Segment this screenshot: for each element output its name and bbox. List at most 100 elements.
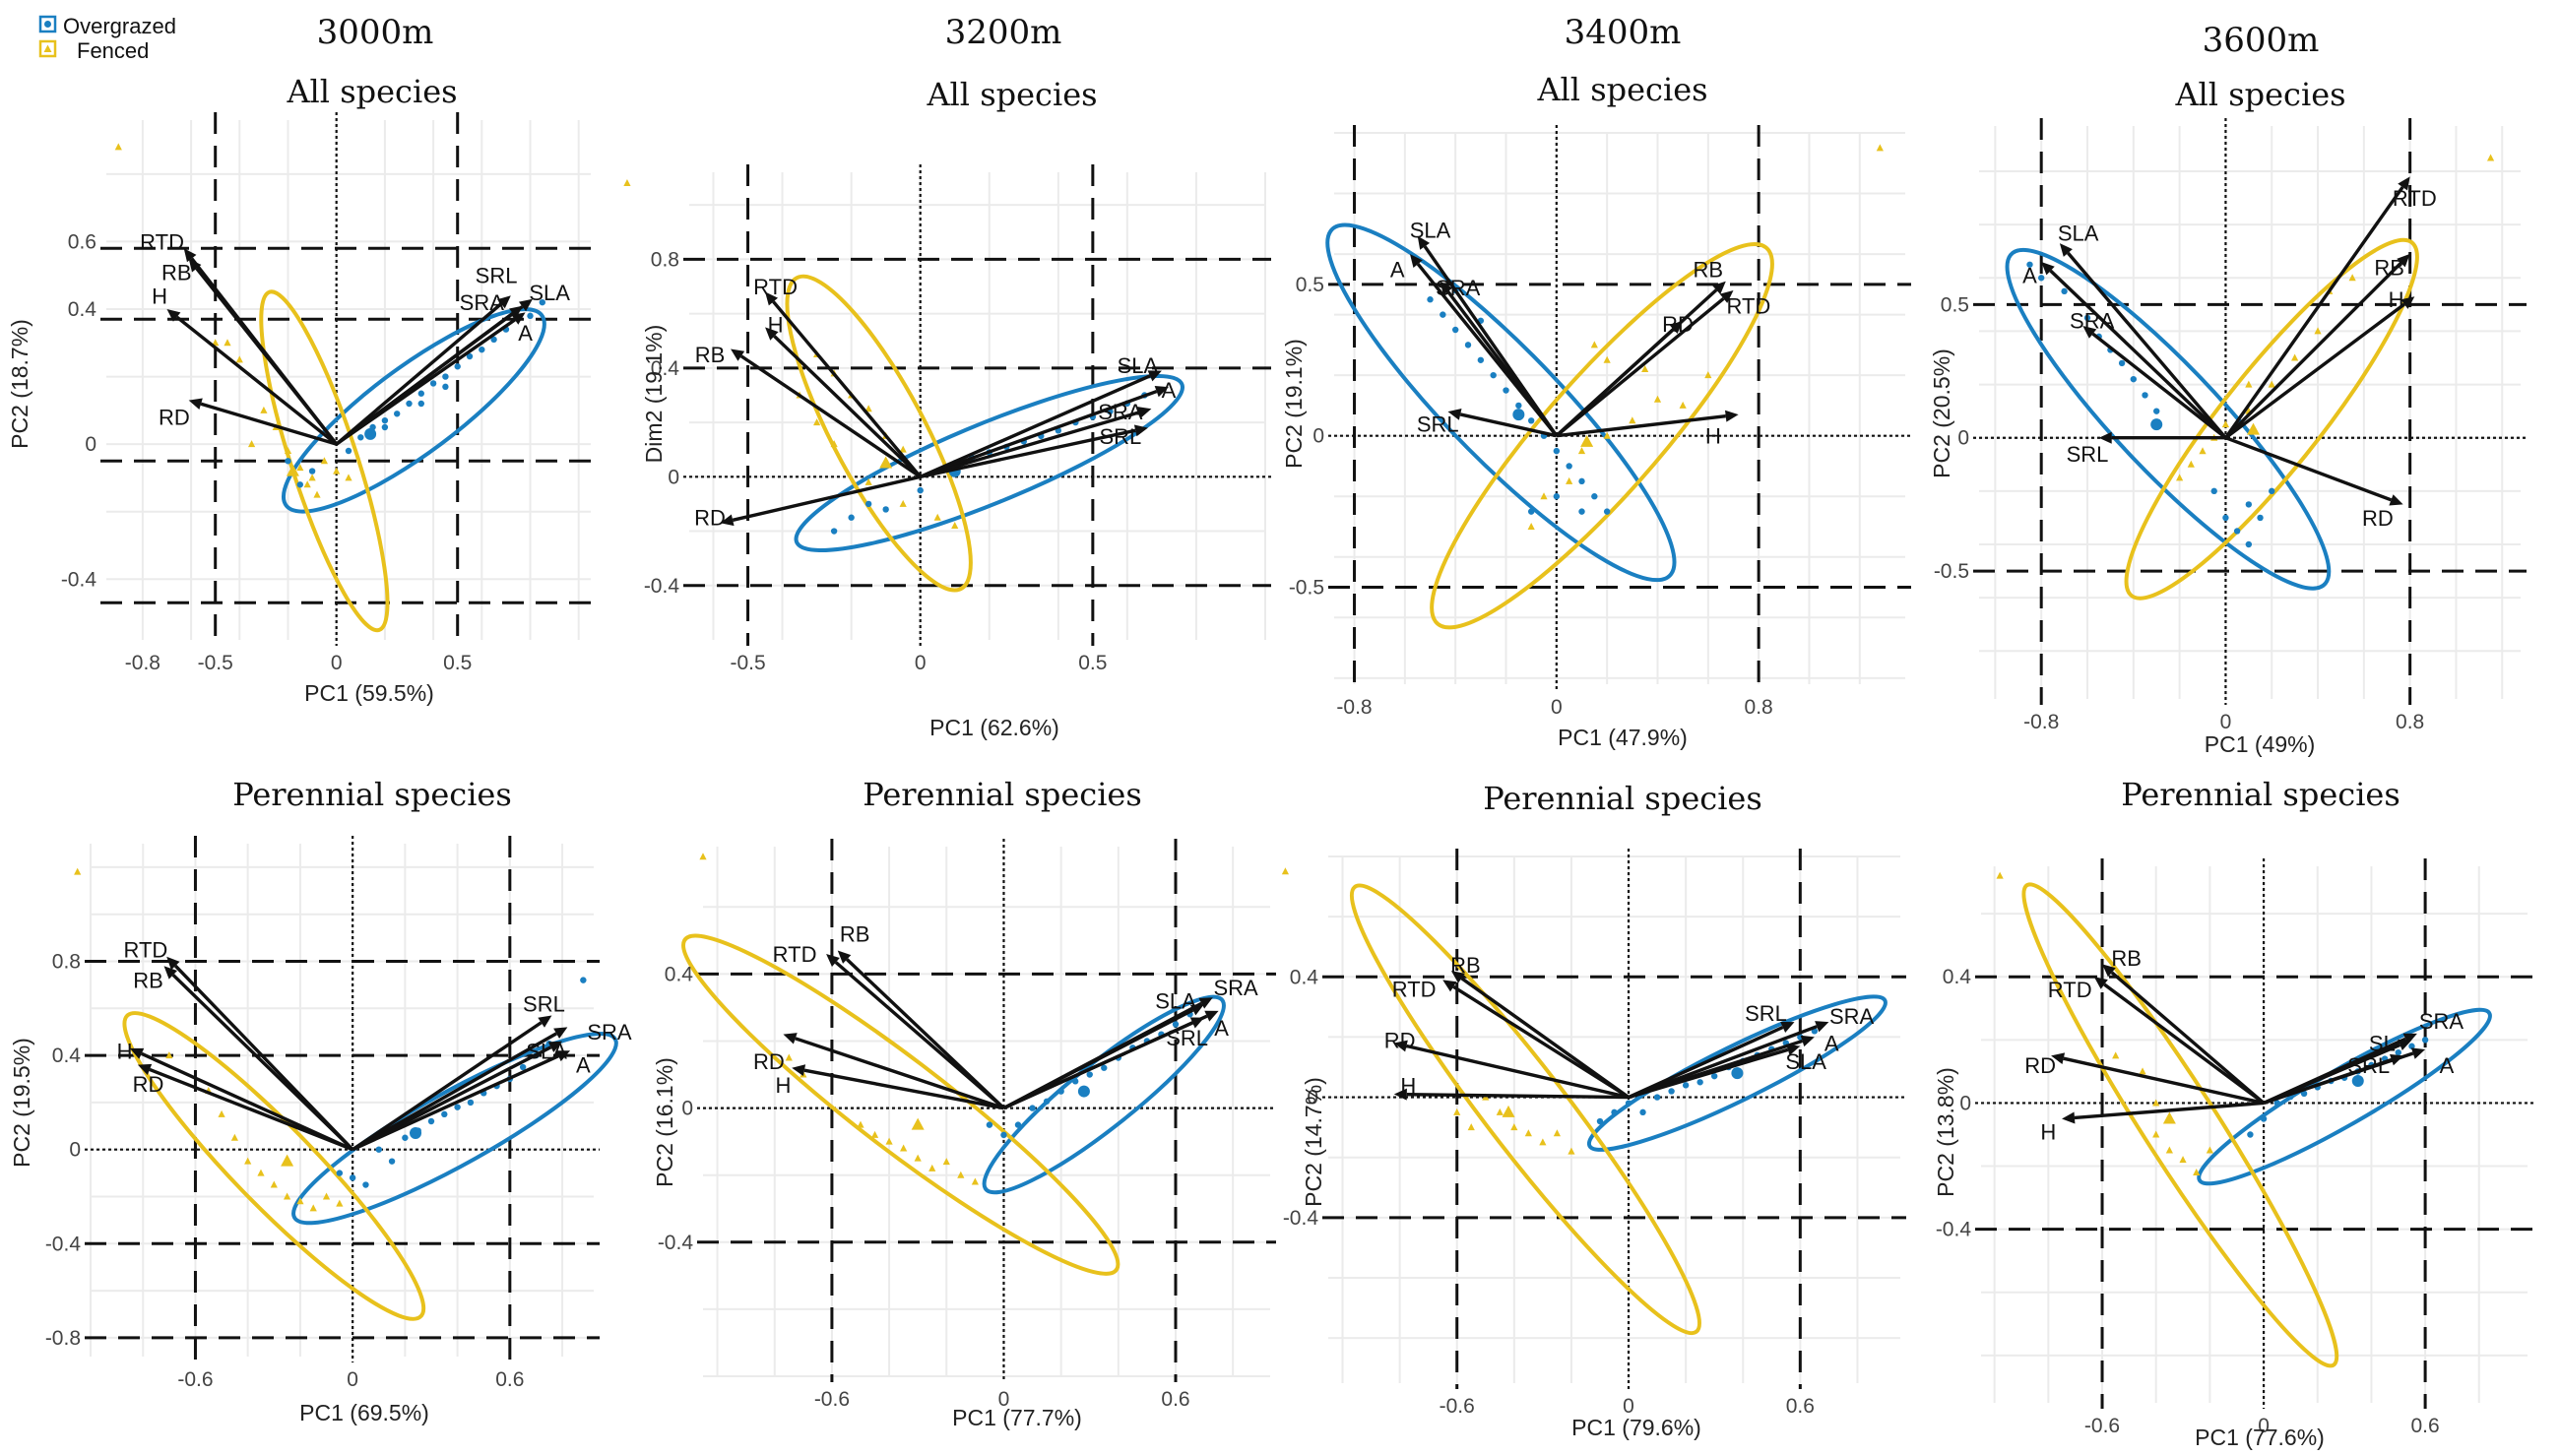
data-point-overgrazed — [406, 400, 413, 408]
data-point-overgrazed — [1029, 1105, 1036, 1111]
loading-arrowhead-sla — [1147, 370, 1162, 382]
data-point-fenced — [899, 499, 907, 507]
loading-vector-rd — [2063, 1056, 2265, 1106]
vector-label-srl: SRL — [1745, 1001, 1787, 1026]
data-point-overgrazed — [2130, 375, 2138, 383]
data-point-fenced — [1603, 431, 1611, 439]
data-point-overgrazed — [1057, 1088, 1064, 1095]
x-axis-label: PC1 (47.9%) — [1558, 725, 1688, 750]
data-point-overgrazed — [1625, 1100, 1632, 1107]
loading-vector-a — [2049, 269, 2227, 439]
data-point-fenced — [2152, 1130, 2160, 1138]
loading-arrowhead-srl — [497, 295, 511, 309]
data-point-fenced — [1679, 401, 1687, 409]
data-point-fenced — [1553, 1129, 1561, 1137]
data-point-overgrazed — [917, 486, 924, 494]
y-tick-label: 0 — [69, 1139, 81, 1162]
loading-arrowhead-rd — [1393, 1040, 1408, 1052]
x-tick-label: 0 — [1551, 696, 1563, 719]
loading-arrowhead-rb — [163, 966, 178, 980]
y-axis-label: PC2 (13.8%) — [1933, 1067, 1958, 1197]
column-headers: 3000m 3200m 3400m 3600m — [317, 13, 2320, 60]
loading-arrowhead-sra — [1815, 1021, 1829, 1033]
data-point-fenced — [785, 1053, 793, 1061]
data-point-overgrazed — [2257, 514, 2264, 522]
loading-vector-srl — [920, 428, 1136, 478]
loading-vector-rtd — [1452, 984, 1630, 1100]
data-point-overgrazed — [2037, 275, 2045, 282]
x-tick-label: -0.6 — [1440, 1395, 1475, 1418]
centroid-fenced — [1580, 434, 1594, 447]
x-tick-label: 0.6 — [495, 1368, 524, 1391]
loading-arrowhead-h — [1393, 1088, 1407, 1101]
data-point-overgrazed — [1440, 311, 1446, 318]
loading-arrowhead-srl — [538, 1015, 552, 1028]
data-point-fenced — [1603, 355, 1611, 363]
data-point-overgrazed — [490, 336, 497, 344]
data-point-overgrazed — [388, 1158, 396, 1165]
data-point-overgrazed — [2421, 1037, 2429, 1044]
loading-vector-srl — [2263, 1057, 2393, 1106]
data-point-fenced — [224, 339, 231, 347]
loading-arrowhead-a — [1154, 385, 1169, 398]
legend-overgrazed-label: Overgrazed — [63, 14, 176, 38]
y-axis-label: PC2 (19.1%) — [1281, 339, 1307, 469]
vector-label-h: H — [2040, 1119, 2056, 1144]
vector-label-sla: SLA — [1785, 1049, 1826, 1074]
data-point-fenced — [2165, 1146, 2173, 1154]
loading-vector-rb — [739, 354, 922, 478]
centroid-overgrazed — [1731, 1067, 1744, 1080]
data-point-overgrazed — [402, 1134, 409, 1141]
loading-vector-rd — [795, 1037, 1004, 1110]
vector-label-rtd: RTD — [1726, 293, 1770, 318]
data-point-overgrazed — [1639, 1108, 1646, 1116]
confidence-ellipse-fenced — [96, 990, 452, 1342]
vector-label-h: H — [117, 1039, 133, 1063]
y-tick-label: 0.6 — [68, 230, 96, 253]
data-point-overgrazed — [1503, 387, 1509, 394]
vector-label-rb: RB — [161, 260, 192, 285]
data-point-fenced — [2199, 447, 2207, 455]
loading-arrowhead-a — [1800, 1035, 1815, 1047]
data-point-overgrazed — [2245, 540, 2253, 548]
data-point-overgrazed — [2210, 487, 2217, 495]
vector-label-sra: SRA — [1436, 276, 1481, 300]
vector-label-srl: SRL — [476, 264, 518, 288]
data-point-fenced — [899, 445, 907, 453]
loading-vector-rtd — [2103, 982, 2266, 1105]
data-point-overgrazed — [1427, 296, 1434, 303]
data-point-fenced — [1641, 365, 1649, 372]
loading-vector-sl — [2263, 1043, 2401, 1106]
loading-vector-srl — [335, 302, 503, 446]
y-tick-label: 0.4 — [68, 298, 97, 321]
data-point-overgrazed — [349, 1174, 356, 1181]
loading-vector-h — [2224, 302, 2405, 440]
loading-arrowhead-rtd — [166, 956, 180, 971]
data-point-overgrazed — [2273, 1100, 2280, 1107]
data-point-overgrazed — [1611, 1108, 1618, 1116]
vector-label-rd: RD — [2362, 506, 2394, 531]
data-point-overgrazed — [1527, 417, 1535, 424]
data-point-overgrazed — [2247, 1131, 2254, 1138]
loading-vector-h — [175, 315, 338, 446]
y-tick-label: 0 — [1312, 425, 1324, 448]
data-point-overgrazed — [375, 1146, 382, 1153]
vector-label-sra: SRA — [1098, 400, 1143, 424]
panel-title: Perennial species — [232, 776, 512, 813]
x-axis-label: PC1 (49%) — [2205, 731, 2315, 757]
y-tick-label: -0.4 — [644, 575, 680, 598]
loading-arrowhead-srl — [1133, 424, 1148, 437]
centroid-overgrazed — [2351, 1075, 2364, 1087]
x-tick-label: 0 — [2220, 711, 2232, 733]
data-point-overgrazed — [454, 1104, 461, 1110]
data-point-overgrazed — [1696, 1079, 1703, 1086]
loading-arrowhead-h — [2062, 1111, 2076, 1124]
loading-arrowhead-srl — [2389, 1053, 2404, 1066]
vector-label-h: H — [776, 1073, 792, 1098]
data-point-overgrazed — [1596, 1117, 1604, 1125]
vector-label-rtd: RTD — [753, 275, 798, 299]
data-point-fenced — [1281, 867, 1290, 875]
centroid-overgrazed — [1077, 1085, 1090, 1098]
loading-arrowhead-sla — [1786, 1044, 1801, 1056]
data-point-fenced — [244, 1157, 252, 1165]
